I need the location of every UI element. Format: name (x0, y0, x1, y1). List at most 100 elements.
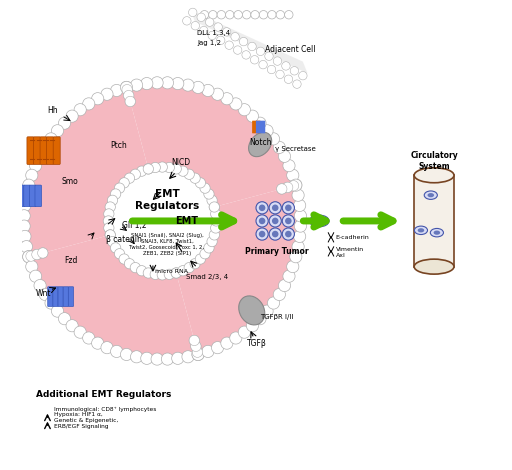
Circle shape (290, 251, 302, 263)
Circle shape (259, 231, 265, 237)
Text: Adjacent Cell: Adjacent Cell (265, 46, 316, 55)
Circle shape (256, 215, 268, 227)
Ellipse shape (309, 215, 329, 227)
Circle shape (292, 241, 304, 253)
Circle shape (23, 251, 35, 263)
Circle shape (161, 353, 174, 365)
Circle shape (287, 260, 299, 273)
Circle shape (207, 195, 217, 205)
Circle shape (74, 103, 87, 116)
FancyBboxPatch shape (48, 287, 53, 306)
Circle shape (226, 10, 234, 19)
Text: Circulatory
System: Circulatory System (410, 151, 458, 171)
Circle shape (104, 223, 114, 233)
Ellipse shape (434, 231, 440, 235)
Circle shape (285, 231, 292, 237)
Circle shape (290, 67, 298, 75)
Circle shape (130, 169, 140, 180)
Circle shape (204, 243, 214, 253)
Ellipse shape (414, 259, 454, 274)
Circle shape (30, 270, 41, 282)
Circle shape (111, 243, 121, 253)
Circle shape (209, 202, 220, 212)
Circle shape (137, 266, 147, 276)
Circle shape (217, 36, 225, 45)
Wedge shape (29, 235, 198, 359)
Circle shape (184, 262, 195, 273)
Circle shape (192, 348, 204, 360)
Circle shape (37, 248, 48, 258)
Wedge shape (126, 83, 296, 207)
Circle shape (39, 289, 51, 301)
Circle shape (234, 10, 242, 19)
Circle shape (200, 183, 210, 193)
Circle shape (172, 352, 184, 364)
Circle shape (150, 162, 160, 172)
Text: Primary Tumor: Primary Tumor (245, 247, 309, 256)
Circle shape (34, 280, 46, 291)
Ellipse shape (424, 191, 437, 199)
Circle shape (269, 202, 281, 214)
Circle shape (259, 10, 268, 19)
Circle shape (200, 249, 210, 259)
Text: Axl: Axl (336, 253, 346, 258)
Circle shape (130, 262, 140, 273)
Circle shape (193, 347, 203, 357)
Circle shape (233, 46, 242, 54)
Circle shape (105, 230, 115, 240)
Circle shape (259, 204, 265, 211)
Circle shape (230, 98, 242, 110)
Circle shape (92, 337, 104, 349)
Circle shape (261, 125, 273, 137)
Circle shape (283, 160, 295, 172)
Circle shape (288, 180, 298, 191)
Circle shape (182, 351, 194, 363)
Circle shape (276, 70, 284, 78)
Circle shape (248, 42, 256, 51)
Text: Wnt: Wnt (36, 289, 51, 298)
FancyBboxPatch shape (53, 137, 60, 164)
Text: Ptch: Ptch (111, 141, 127, 150)
Circle shape (282, 62, 290, 70)
Text: Hh: Hh (47, 106, 57, 115)
Circle shape (182, 79, 194, 91)
Circle shape (58, 117, 71, 129)
Circle shape (279, 280, 291, 291)
Circle shape (26, 169, 38, 181)
Circle shape (157, 162, 167, 172)
Circle shape (238, 326, 250, 338)
Circle shape (150, 269, 160, 280)
Circle shape (124, 258, 135, 269)
Circle shape (123, 90, 134, 101)
Circle shape (157, 270, 167, 280)
Circle shape (231, 32, 239, 41)
Circle shape (267, 133, 280, 145)
FancyBboxPatch shape (63, 287, 68, 306)
Circle shape (282, 215, 294, 227)
Circle shape (259, 61, 267, 69)
Circle shape (221, 337, 233, 349)
Circle shape (272, 218, 279, 224)
Circle shape (195, 178, 205, 188)
Circle shape (82, 332, 95, 344)
Circle shape (293, 230, 306, 243)
Circle shape (122, 85, 132, 95)
Circle shape (122, 85, 132, 95)
Circle shape (120, 81, 133, 94)
Circle shape (254, 313, 266, 325)
Circle shape (151, 77, 163, 89)
Text: TGFβR I/II: TGFβR I/II (260, 314, 293, 321)
Text: EMT
Regulators: EMT Regulators (135, 189, 199, 211)
Circle shape (230, 332, 242, 344)
Circle shape (19, 230, 31, 243)
Circle shape (282, 202, 294, 214)
Circle shape (293, 80, 301, 88)
Circle shape (267, 297, 280, 309)
Circle shape (285, 204, 292, 211)
Circle shape (294, 220, 307, 232)
Circle shape (124, 173, 135, 183)
Text: Notch: Notch (249, 138, 271, 147)
Text: β catenin: β catenin (106, 235, 142, 244)
Circle shape (254, 117, 266, 129)
Circle shape (23, 179, 35, 191)
